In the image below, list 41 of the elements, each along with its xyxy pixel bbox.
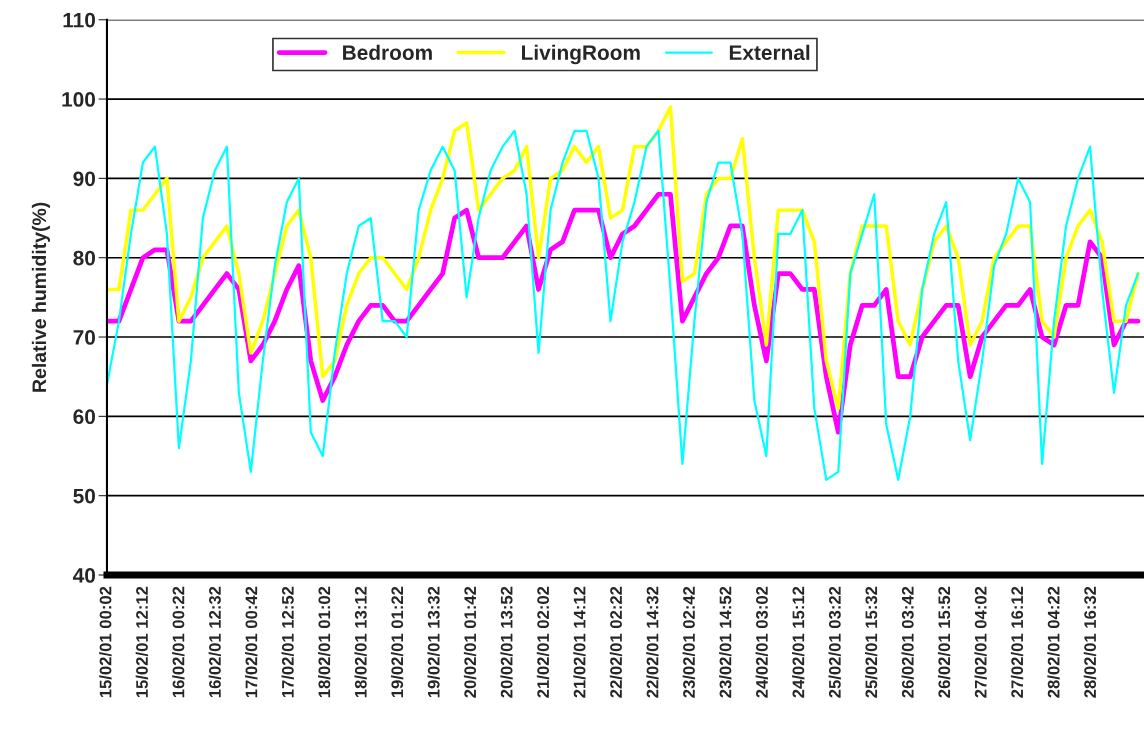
x-tick-label: 24/02/01 15:12 xyxy=(792,586,805,698)
legend-label: External xyxy=(729,44,810,61)
y-tick-label: 50 xyxy=(73,488,95,504)
legend-label: LivingRoom xyxy=(522,44,640,65)
y-tick-label: 80 xyxy=(73,250,95,266)
y-tick-label: 40 xyxy=(73,568,95,583)
x-tick-label: 27/02/01 16:12 xyxy=(1010,586,1024,698)
y-tick-label: 60 xyxy=(73,409,95,425)
y-tick-label: 70 xyxy=(73,330,95,345)
x-tick-label: 19/02/01 13:32 xyxy=(427,586,440,698)
x-tick-label: 15/02/01 12:12 xyxy=(135,586,149,698)
x-tick-label: 24/02/01 03:02 xyxy=(755,586,768,698)
x-tick-label: 23/02/01 14:52 xyxy=(719,586,732,698)
x-tick-label: 15/02/01 00:02 xyxy=(99,586,112,698)
x-tick-label: 28/02/01 16:32 xyxy=(1083,586,1097,698)
x-tick-label: 26/02/01 15:52 xyxy=(937,586,951,698)
x-tick-label: 22/02/01 02:22 xyxy=(609,586,623,698)
x-tick-label: 19/02/01 01:22 xyxy=(390,586,404,698)
x-tick-label: 16/02/01 00:22 xyxy=(172,586,185,698)
x-tick-label: 27/02/01 04:02 xyxy=(974,586,987,698)
x-tick-label: 21/02/01 14:12 xyxy=(573,586,586,698)
x-tick-label: 21/02/01 02:02 xyxy=(536,586,550,698)
x-tick-label: 20/02/01 13:52 xyxy=(500,586,513,698)
x-tick-label: 17/02/01 12:52 xyxy=(281,586,294,698)
line-series xyxy=(106,129,1140,481)
x-tick-label: 25/02/01 03:22 xyxy=(828,586,841,698)
y-tick-label: 100 xyxy=(62,92,95,107)
x-tick-label: 23/02/01 02:42 xyxy=(682,586,696,698)
x-tick-label: 20/02/01 01:42 xyxy=(463,586,477,698)
x-tick-label: 28/02/01 04:22 xyxy=(1047,586,1060,698)
x-tick-label: 17/02/01 00:42 xyxy=(245,586,258,698)
x-tick-label: 16/02/01 12:32 xyxy=(208,586,222,698)
y-tick-label: 90 xyxy=(73,171,95,187)
y-axis-title: Relative humidity(%) xyxy=(31,202,50,392)
x-tick-label: 18/02/01 01:02 xyxy=(317,586,331,698)
x-tick-label: 26/02/01 03:42 xyxy=(901,586,914,698)
x-tick-label: 25/02/01 15:32 xyxy=(864,586,878,698)
legend-label: Bedroom xyxy=(343,44,432,61)
y-tick-label: 110 xyxy=(63,12,95,28)
x-tick-label: 18/02/01 13:12 xyxy=(354,586,367,698)
x-tick-label: 22/02/01 14:32 xyxy=(646,586,659,698)
